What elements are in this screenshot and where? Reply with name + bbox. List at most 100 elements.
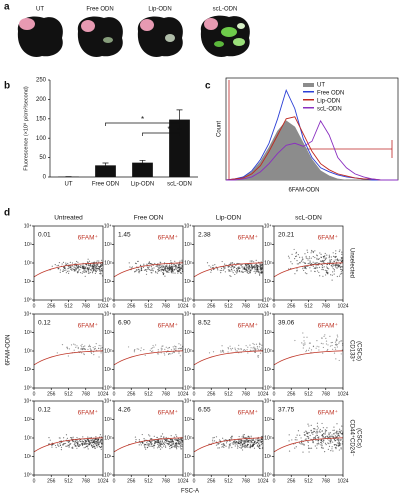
x-tick-label: 768 <box>162 478 171 484</box>
event-dot <box>170 435 172 437</box>
event-dot <box>229 445 231 447</box>
event-dot <box>307 431 309 434</box>
mouse-image <box>17 16 63 57</box>
event-dot <box>77 261 79 263</box>
event-dot <box>315 439 317 441</box>
event-dot <box>324 252 326 255</box>
event-dot <box>84 442 86 444</box>
x-axis-label: FSC-A <box>181 489 199 495</box>
event-dot <box>156 436 158 439</box>
event-dot <box>84 348 87 351</box>
event-dot <box>310 262 313 265</box>
event-dot <box>96 260 98 262</box>
event-dot <box>145 448 147 450</box>
event-dot <box>325 337 327 339</box>
gate-curve <box>273 437 344 453</box>
event-dot <box>160 349 162 351</box>
event-dot <box>141 269 143 272</box>
event-dot <box>322 441 325 443</box>
event-dot <box>74 441 76 443</box>
event-dot <box>309 434 311 437</box>
significance-label: * <box>141 115 144 124</box>
gate-percentage: 37.75 <box>278 407 295 414</box>
event-dot <box>181 264 183 266</box>
event-dot <box>135 439 137 441</box>
event-dot <box>332 441 334 443</box>
event-dot <box>170 260 172 262</box>
event-dot <box>254 349 257 351</box>
event-dot <box>336 346 338 348</box>
event-dot <box>328 255 331 258</box>
event-dot <box>51 446 53 448</box>
event-dot <box>314 267 317 270</box>
event-dot <box>288 434 290 436</box>
event-dot <box>339 266 342 268</box>
event-dot <box>324 257 326 259</box>
legend-label: UT <box>317 83 325 89</box>
event-dot <box>242 271 244 273</box>
event-dot <box>338 439 340 441</box>
event-dot <box>91 272 94 274</box>
event-dot <box>163 352 165 354</box>
event-dot <box>313 267 315 270</box>
column-title: Free ODN <box>134 215 164 222</box>
x-tick-label: 0 <box>113 478 116 484</box>
event-dot <box>241 444 243 446</box>
event-dot <box>178 446 180 448</box>
event-dot <box>250 347 252 349</box>
event-dot <box>147 266 149 268</box>
event-dot <box>71 269 73 271</box>
error-bar <box>139 159 146 166</box>
event-dot <box>338 341 340 343</box>
event-dot <box>240 440 243 442</box>
event-dot <box>101 445 103 447</box>
event-dot <box>235 271 237 273</box>
event-dot <box>141 433 143 436</box>
event-dot <box>259 439 262 441</box>
event-dot <box>305 350 307 353</box>
event-dot <box>171 268 174 270</box>
event-dot <box>312 265 314 267</box>
event-dot <box>245 269 248 271</box>
y-tick-label: 10² <box>264 260 272 266</box>
event-dot <box>85 440 87 442</box>
event-dot <box>176 267 178 269</box>
event-dot <box>233 263 235 265</box>
event-dot <box>69 261 71 263</box>
event-dot <box>175 266 177 268</box>
event-dot <box>160 442 162 444</box>
event-dot <box>159 443 161 445</box>
event-dot <box>60 449 62 451</box>
event-dot <box>68 267 70 269</box>
event-dot <box>145 269 147 271</box>
event-dot <box>304 439 306 441</box>
event-dot <box>316 447 318 449</box>
event-dot <box>260 269 262 272</box>
x-tick-label: 768 <box>242 391 251 397</box>
y-tick-label: 10⁰ <box>104 385 112 391</box>
event-dot <box>321 264 324 267</box>
event-dot <box>327 348 329 351</box>
event-dot <box>325 430 328 432</box>
event-dot <box>338 442 340 444</box>
event-dot <box>239 441 242 443</box>
event-dot <box>175 349 177 351</box>
event-dot <box>294 447 296 449</box>
image-label: scL-ODN <box>213 7 238 13</box>
event-dot <box>166 439 168 442</box>
event-dot <box>99 270 102 272</box>
event-dot <box>230 349 232 351</box>
event-dot <box>252 342 254 345</box>
event-dot <box>341 251 343 253</box>
event-dot <box>88 440 90 442</box>
event-dot <box>331 341 334 344</box>
event-dot <box>297 263 300 265</box>
event-dot <box>154 440 157 443</box>
x-tick-label: 768 <box>322 391 331 397</box>
event-dot <box>157 443 159 445</box>
event-dot <box>224 263 226 265</box>
x-tick-label: 0 <box>273 391 276 397</box>
event-dot <box>87 436 89 438</box>
event-dot <box>300 437 302 439</box>
event-dot <box>251 266 253 269</box>
